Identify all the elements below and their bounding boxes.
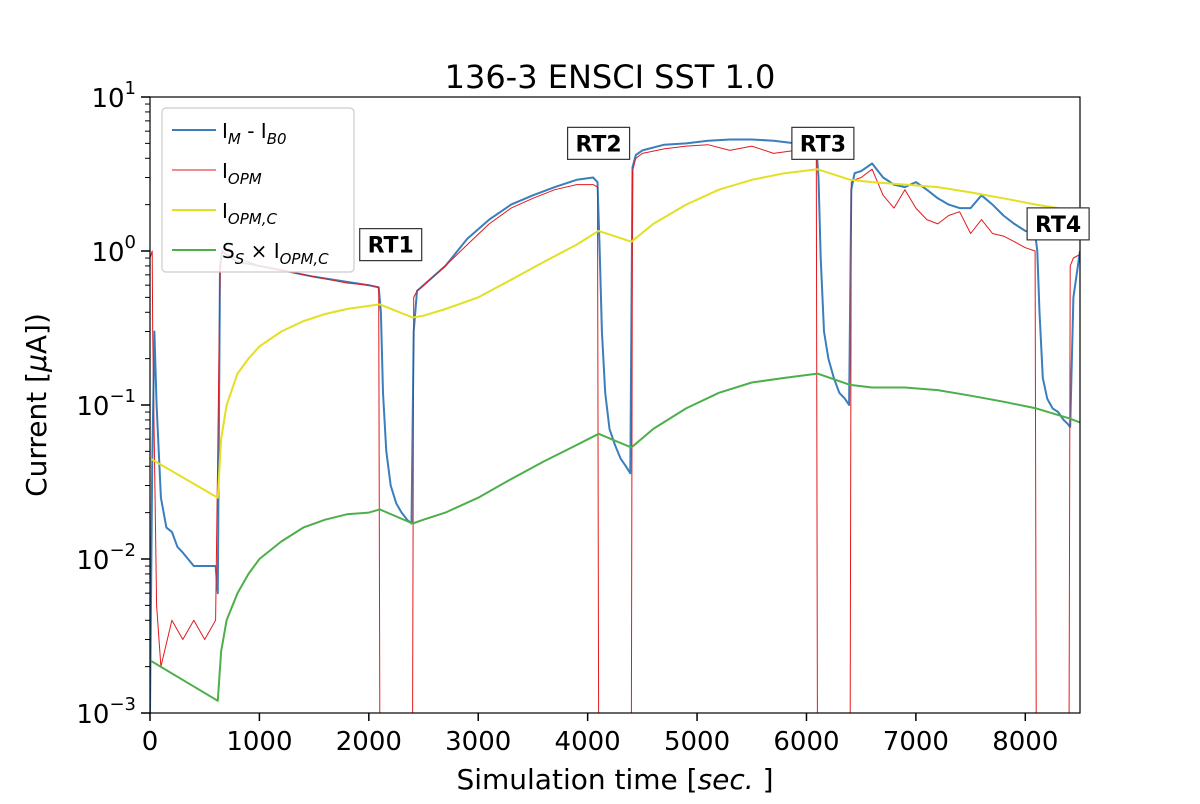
annotation-box: [359, 228, 423, 262]
legend-label: SS × IOPM,C: [222, 239, 329, 268]
annotation-label: RT1: [368, 234, 414, 259]
annotation-label: RT4: [1035, 213, 1081, 238]
annotation-box: [566, 126, 631, 160]
annotation-box: [791, 126, 855, 160]
x-tick-label: 0: [142, 727, 159, 757]
legend-box: [161, 107, 355, 273]
plot-frame: [149, 96, 1081, 714]
legend-label: IM - IB0: [222, 119, 287, 148]
y-tick-label: 10−1: [76, 386, 136, 422]
series-line-3: [150, 168, 1080, 499]
chart-title: 136-3 ENSCI SST 1.0: [445, 58, 776, 96]
x-tick-label: 7000: [883, 727, 949, 757]
annotation-label: RT2: [575, 132, 621, 157]
x-tick-label: 8000: [992, 727, 1058, 757]
x-tick-label: 6000: [773, 727, 839, 757]
y-tick-label: 100: [91, 232, 136, 268]
annotation-label: RT3: [800, 132, 846, 157]
x-axis-label: Simulation time [sec. ]: [456, 763, 773, 796]
x-tick-label: 4000: [555, 727, 621, 757]
x-tick-label: 3000: [445, 727, 511, 757]
x-tick-label: 5000: [664, 727, 730, 757]
legend-label: IOPM: [222, 159, 262, 188]
annotation-box: [1026, 207, 1090, 241]
y-tick-label: 101: [91, 78, 136, 114]
legend-label: IOPM,C: [222, 199, 277, 228]
series-line-4: [150, 372, 1080, 702]
x-tick-label: 1000: [226, 727, 292, 757]
x-tick-label: 2000: [336, 727, 402, 757]
y-axis-label: Current [μA]): [20, 313, 53, 497]
y-tick-label: 10−3: [76, 694, 136, 730]
y-tick-label: 10−2: [76, 540, 136, 576]
